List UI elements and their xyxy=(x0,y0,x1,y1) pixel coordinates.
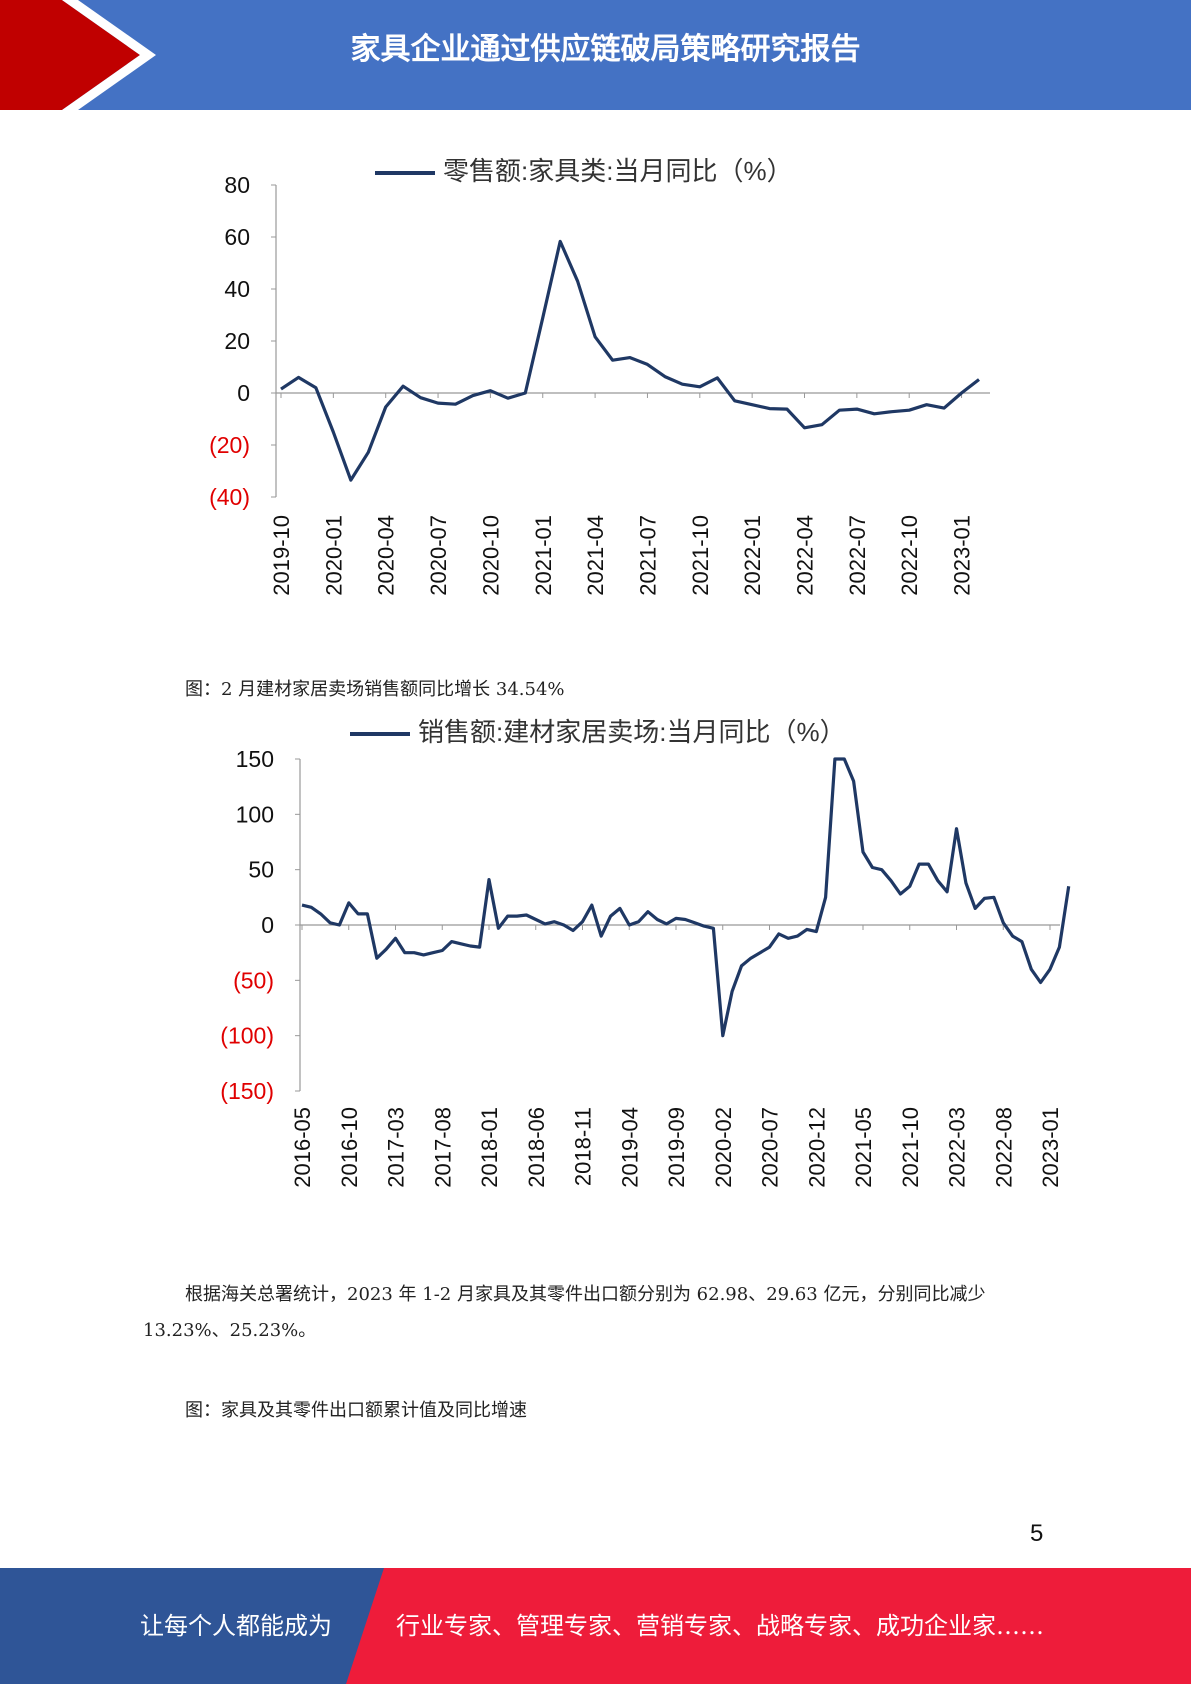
series-line xyxy=(280,239,980,482)
y-tick-label: 0 xyxy=(261,912,274,938)
x-tick-label: 2020-02 xyxy=(711,1107,736,1188)
page-number: 5 xyxy=(1030,1520,1044,1547)
x-tick-label: 2023-01 xyxy=(950,515,975,596)
x-tick-label: 2016-05 xyxy=(290,1107,315,1188)
chart-building-materials-sales: 销售额:建材家居卖场:当月同比（%） 150 100 50 0 (50) (100) (150… xyxy=(180,705,1080,1229)
x-tick-label: 2020-07 xyxy=(758,1107,783,1188)
y-tick-label: 50 xyxy=(248,857,274,883)
legend-label: 销售额:建材家居卖场:当月同比（%） xyxy=(418,717,846,747)
y-tick-label: (20) xyxy=(209,432,250,458)
x-tick-label: 2020-01 xyxy=(321,515,346,596)
chart-furniture-retail-svg: 零售额:家具类:当月同比（%） 80 60 40 20 0 (20) (40) 2019-10 2… xyxy=(209,156,990,596)
header-arrow-decoration xyxy=(0,0,156,110)
x-tick-label: 2018-01 xyxy=(477,1107,502,1188)
y-tick-label: (150) xyxy=(220,1078,274,1104)
x-tick-label: 2021-10 xyxy=(898,1107,923,1188)
x-tick-label: 2016-10 xyxy=(337,1107,362,1188)
x-tick-label: 2021-01 xyxy=(531,515,556,596)
chart-building-materials-sales-svg: 销售额:建材家居卖场:当月同比（%） 150 100 50 0 (50) (100) (150… xyxy=(220,717,1071,1188)
y-tick-label: 0 xyxy=(237,380,250,406)
x-tick-label: 2017-08 xyxy=(430,1107,455,1188)
y-tick-label: 40 xyxy=(224,276,250,302)
x-tick-label: 2021-04 xyxy=(583,515,608,596)
x-tick-label: 2021-07 xyxy=(635,515,660,596)
x-tick-label: 2023-01 xyxy=(1038,1107,1063,1188)
page-footer: 让每个人都能成为 行业专家、管理专家、营销专家、战略专家、成功企业家…… xyxy=(0,1568,1191,1684)
x-tick-label: 2021-10 xyxy=(688,515,713,596)
series-line xyxy=(301,757,1071,1038)
figure-caption-2: 图：2 月建材家居卖场销售额同比增长 34.54% xyxy=(185,679,565,700)
x-tick-label: 2021-05 xyxy=(851,1107,876,1188)
x-tick-label: 2018-06 xyxy=(524,1107,549,1188)
x-tick-label: 2022-07 xyxy=(845,515,870,596)
x-tick-label: 2019-04 xyxy=(617,1107,642,1188)
x-tick-label: 2019-09 xyxy=(664,1107,689,1188)
x-tick-label: 2022-10 xyxy=(897,515,922,596)
y-tick-label: 60 xyxy=(224,224,250,250)
footer-background xyxy=(0,1568,1191,1684)
x-tick-label: 2022-01 xyxy=(740,515,765,596)
x-tick-label: 2020-10 xyxy=(478,515,503,596)
x-tick-label: 2019-10 xyxy=(269,515,294,596)
y-tick-label: 80 xyxy=(224,172,250,198)
y-tick-label: (40) xyxy=(209,484,250,510)
page-header: 家具企业通过供应链破局策略研究报告 xyxy=(0,0,1191,110)
y-tick-label: 100 xyxy=(236,801,274,827)
x-tick-label: 2020-12 xyxy=(804,1107,829,1188)
page-title: 家具企业通过供应链破局策略研究报告 xyxy=(350,32,861,67)
x-tick-label: 2022-03 xyxy=(945,1107,970,1188)
x-tick-label: 2017-03 xyxy=(384,1107,409,1188)
x-tick-label: 2022-08 xyxy=(991,1107,1016,1188)
footer-slogan-left: 让每个人都能成为 xyxy=(140,1612,332,1640)
y-tick-label: 150 xyxy=(236,746,274,772)
x-tick-label: 2020-07 xyxy=(426,515,451,596)
x-tick-label: 2020-04 xyxy=(374,515,399,596)
figure-caption-3: 图：家具及其零件出口额累计值及同比增速 xyxy=(185,1400,527,1421)
y-tick-label: (50) xyxy=(233,967,274,993)
footer-slogan-right: 行业专家、管理专家、营销专家、战略专家、成功企业家…… xyxy=(396,1612,1044,1640)
y-tick-label: (100) xyxy=(220,1023,274,1049)
x-tick-label: 2018-11 xyxy=(571,1107,596,1186)
x-tick-label: 2022-04 xyxy=(793,515,818,596)
y-tick-label: 20 xyxy=(224,328,250,354)
chart-furniture-retail: 零售额:家具类:当月同比（%） 80 60 40 20 0 (20) (40) 2019-10 2… xyxy=(180,140,1030,634)
legend-label: 零售额:家具类:当月同比（%） xyxy=(443,156,793,186)
body-paragraph: 根据海关总署统计，2023 年 1-2 月家具及其零件出口额分别为 62.98、… xyxy=(143,1284,986,1341)
